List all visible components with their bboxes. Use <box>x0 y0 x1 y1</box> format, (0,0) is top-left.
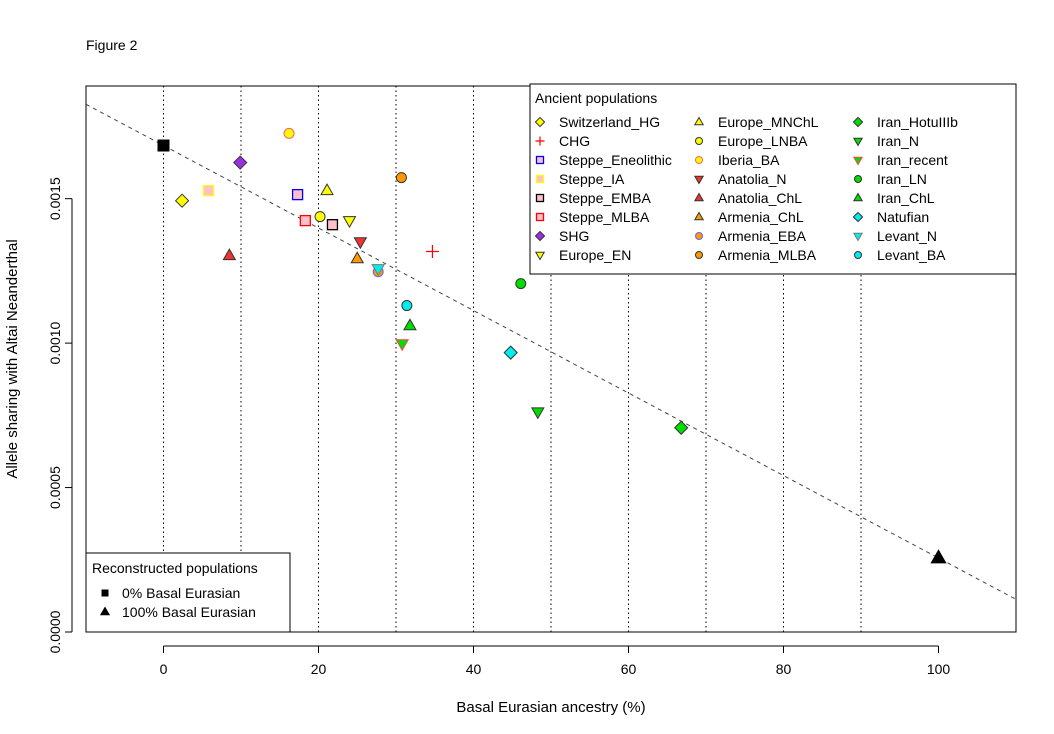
figure-label: Figure 2 <box>86 37 138 53</box>
legend-label: Anatolia_ChL <box>718 190 802 206</box>
point-armenia_mlba <box>395 172 407 184</box>
legend-label: Steppe_IA <box>559 171 625 187</box>
legend-label: Steppe_MLBA <box>559 209 650 225</box>
legend-marker <box>535 174 545 184</box>
legend-marker <box>852 137 864 147</box>
legend-marker <box>695 251 703 259</box>
x-tick-label: 40 <box>466 661 482 677</box>
legend-label: Iran_HotuIIIb <box>877 114 958 130</box>
point-steppe_ia <box>202 184 215 197</box>
legend-marker <box>535 155 545 165</box>
x-axis-label: Basal Eurasian ancestry (%) <box>456 699 645 716</box>
legend-label: Steppe_EMBA <box>559 190 651 206</box>
point-levant_ba <box>401 300 413 312</box>
point-armenia_chl <box>350 251 365 264</box>
legend-marker <box>852 156 864 166</box>
point-iran_ln <box>515 278 527 290</box>
legend-marker <box>852 116 864 128</box>
legend-marker <box>535 136 545 146</box>
y-tick-label: 0.0015 <box>47 177 63 220</box>
point-100-basal-eurasian <box>930 549 947 564</box>
legend-marker <box>854 251 862 259</box>
point-iran_recent <box>395 339 410 352</box>
legend-ancient-title: Ancient populations <box>535 90 657 106</box>
legend-label: SHG <box>559 228 589 244</box>
legend-reconstructed-populations: Reconstructed populations 0% Basal Euras… <box>85 552 291 633</box>
legend-marker <box>693 175 705 185</box>
legend-marker <box>693 192 705 202</box>
point-anatolia_chl <box>222 248 237 261</box>
legend-reconstructed-frame <box>85 552 291 633</box>
legend-marker <box>101 589 109 597</box>
y-tick-label: 0.0005 <box>47 466 63 509</box>
legend-label: Steppe_Eneolithic <box>559 152 672 168</box>
point-steppe_mlba <box>299 214 311 227</box>
legend-marker <box>695 156 703 164</box>
point-steppe_emba <box>326 219 339 231</box>
legend-label: Iran_ChL <box>877 190 935 206</box>
legend-label: 100% Basal Eurasian <box>122 604 256 620</box>
legend-marker <box>852 192 864 202</box>
legend-label: Armenia_EBA <box>718 228 807 244</box>
point-anatolia_n <box>353 237 368 250</box>
legend-label: Iran_N <box>877 133 919 149</box>
y-tick-label: 0.0000 <box>47 610 63 653</box>
legend-label: Iberia_BA <box>718 152 780 168</box>
legend-label: Europe_EN <box>559 247 631 263</box>
legend-label: Europe_LNBA <box>718 133 808 149</box>
legend-label: Armenia_MLBA <box>718 247 817 263</box>
legend-marker <box>854 175 862 183</box>
point-europe_en <box>342 216 357 229</box>
axes: 0 20 40 60 80 100 0.0000 0.0005 0.0010 0.0015 <box>47 177 950 677</box>
point-iran_chl <box>403 318 417 331</box>
legend-marker <box>535 212 545 222</box>
legend-marker <box>695 137 703 145</box>
legend-ancient-populations: Ancient populations Switzerland_HG CHG Ste… <box>529 83 1017 275</box>
x-tick-label: 100 <box>927 661 951 677</box>
legend-marker <box>99 606 111 616</box>
x-tick-label: 60 <box>621 661 637 677</box>
legend-marker <box>693 211 705 221</box>
point-steppe_eneolithic <box>291 188 304 201</box>
legend-label: Switzerland_HG <box>559 114 660 130</box>
point-europe_lnba <box>314 211 326 223</box>
point-natufian <box>503 345 518 360</box>
legend-label: Iran_LN <box>877 171 927 187</box>
legend-ancient-frame <box>529 83 1017 275</box>
legend-marker <box>534 116 546 128</box>
legend-marker <box>534 230 546 242</box>
point-shg <box>233 155 248 170</box>
legend-label: Levant_BA <box>877 247 946 263</box>
point-iberia_ba <box>283 127 295 139</box>
point-switzerland_hg <box>174 193 190 208</box>
point-chg <box>425 245 439 259</box>
legend-marker <box>852 211 864 223</box>
legend-marker <box>534 251 546 261</box>
legend-label: Natufian <box>877 209 929 225</box>
legend-marker <box>852 232 864 242</box>
legend-label: Anatolia_N <box>718 171 787 187</box>
x-tick-label: 0 <box>160 661 168 677</box>
legend-marker <box>535 193 545 203</box>
y-tick-label: 0.0010 <box>47 321 63 364</box>
x-tick-label: 20 <box>311 661 327 677</box>
data-points <box>157 127 947 564</box>
legend-marker <box>695 232 703 240</box>
legend-reconstructed-title: Reconstructed populations <box>92 560 258 576</box>
legend-label: CHG <box>559 133 590 149</box>
legend-marker <box>693 116 705 126</box>
legend-label: Levant_N <box>877 228 937 244</box>
legend-label: Iran_recent <box>877 152 948 168</box>
legend-label: 0% Basal Eurasian <box>122 585 240 601</box>
point-0-basal-eurasian <box>157 139 170 152</box>
point-iran_n <box>530 407 545 420</box>
legend-label: Armenia_ChL <box>718 209 804 225</box>
x-tick-label: 80 <box>776 661 792 677</box>
point-europe_mnchl <box>320 183 334 196</box>
point-iran_hotuiiib <box>673 420 689 435</box>
point-levant_n <box>371 264 386 277</box>
y-axis-label: Allele sharing with Altai Neanderthal <box>4 239 21 478</box>
legend-label: Europe_MNChL <box>718 114 819 130</box>
